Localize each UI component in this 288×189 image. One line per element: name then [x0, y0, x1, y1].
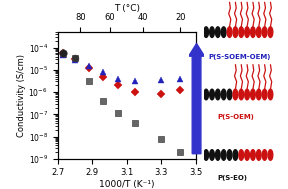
Circle shape — [256, 27, 261, 37]
Circle shape — [227, 27, 232, 37]
Circle shape — [233, 150, 238, 160]
Text: P(S-OEM): P(S-OEM) — [217, 114, 254, 120]
Circle shape — [215, 150, 220, 160]
Circle shape — [204, 150, 209, 160]
Circle shape — [210, 150, 214, 160]
Circle shape — [256, 89, 261, 100]
X-axis label: 1000/T (K⁻¹): 1000/T (K⁻¹) — [99, 180, 154, 189]
Circle shape — [251, 150, 255, 160]
Circle shape — [262, 89, 267, 100]
Circle shape — [239, 27, 244, 37]
Circle shape — [251, 27, 255, 37]
Circle shape — [204, 27, 209, 37]
Circle shape — [268, 27, 273, 37]
Circle shape — [245, 150, 249, 160]
Circle shape — [210, 89, 214, 100]
X-axis label: T (°C): T (°C) — [114, 4, 140, 13]
Circle shape — [268, 150, 273, 160]
Circle shape — [227, 150, 232, 160]
Circle shape — [245, 27, 249, 37]
Circle shape — [233, 89, 238, 100]
Circle shape — [210, 27, 214, 37]
Circle shape — [262, 150, 267, 160]
Y-axis label: Conductivity (S/cm): Conductivity (S/cm) — [17, 54, 26, 137]
Circle shape — [251, 89, 255, 100]
Text: P(S-EO): P(S-EO) — [217, 175, 247, 181]
Circle shape — [239, 89, 244, 100]
Circle shape — [204, 89, 209, 100]
FancyArrow shape — [189, 43, 204, 154]
Circle shape — [262, 27, 267, 37]
Circle shape — [215, 89, 220, 100]
Circle shape — [256, 150, 261, 160]
Circle shape — [221, 89, 226, 100]
Circle shape — [221, 150, 226, 160]
Circle shape — [227, 89, 232, 100]
Circle shape — [233, 27, 238, 37]
Text: P(S-SOEM-OEM): P(S-SOEM-OEM) — [209, 54, 271, 60]
Circle shape — [245, 89, 249, 100]
Circle shape — [268, 89, 273, 100]
Circle shape — [239, 150, 244, 160]
Circle shape — [221, 27, 226, 37]
Circle shape — [215, 27, 220, 37]
